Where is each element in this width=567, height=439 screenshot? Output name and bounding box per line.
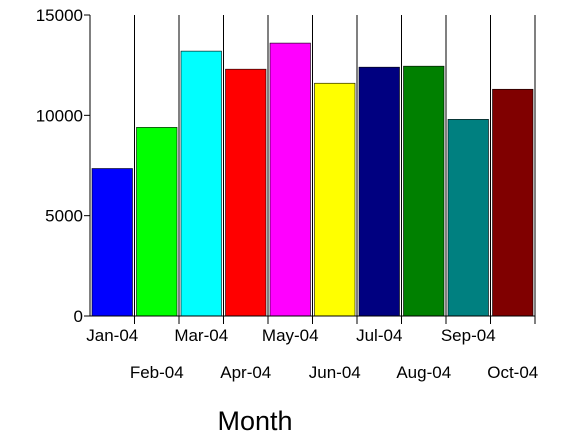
y-tick-label: 0	[74, 307, 83, 326]
x-tick-label: Jan-04	[86, 326, 138, 345]
bar	[269, 42, 311, 317]
x-tick-label: May-04	[262, 326, 319, 345]
x-tick-label: Apr-04	[220, 363, 271, 382]
y-tick-label: 5000	[45, 207, 83, 226]
bar	[314, 82, 356, 317]
bar	[180, 50, 222, 317]
x-tick-label: Jun-04	[309, 363, 361, 382]
x-tick-label: Sep-04	[441, 326, 496, 345]
y-tick-label: 15000	[36, 6, 83, 25]
bar	[225, 68, 267, 317]
x-tick-label: Mar-04	[174, 326, 228, 345]
bar	[358, 66, 400, 317]
x-ticks: Jan-04 Feb-04 Mar-04 Apr-04 May-04 Jun-04 Jul-…	[86, 326, 538, 382]
bar	[91, 168, 133, 317]
bar	[492, 88, 534, 317]
x-tick-label: Feb-04	[130, 363, 184, 382]
bar	[136, 127, 178, 317]
y-ticks: 0 5000 10000 15000	[36, 6, 90, 326]
bar	[403, 65, 445, 317]
x-tick-label: Jul-04	[356, 326, 402, 345]
gridlines	[134, 15, 536, 324]
x-tick-label: Oct-04	[487, 363, 538, 382]
x-axis-title: Month	[217, 406, 292, 436]
axes	[89, 15, 535, 317]
x-tick-label: Aug-04	[396, 363, 451, 382]
bar	[447, 119, 489, 317]
y-tick-label: 10000	[36, 106, 83, 125]
